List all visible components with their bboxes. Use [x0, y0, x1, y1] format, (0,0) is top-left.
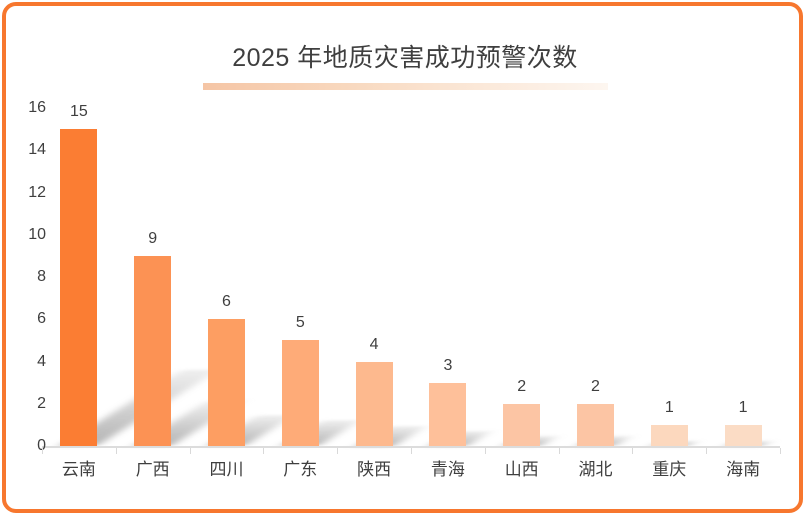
y-tick-label: 16 — [28, 99, 46, 116]
y-tick-label: 4 — [37, 352, 46, 370]
bar-value-label: 2 — [591, 377, 600, 395]
bar-value-label: 2 — [517, 377, 527, 395]
bar — [577, 403, 614, 446]
axis-tick — [558, 448, 560, 454]
axis-tick — [189, 448, 191, 454]
y-tick-label: 12 — [28, 183, 46, 201]
bar-value-label: 4 — [369, 335, 379, 353]
bar-value-label: 9 — [148, 229, 158, 247]
axis-tick — [42, 448, 43, 454]
axis-tick — [484, 448, 486, 454]
x-tick-label: 湖北 — [578, 460, 613, 479]
bar-value-label: 6 — [222, 293, 231, 311]
y-tick-label: 8 — [37, 268, 46, 285]
y-tick-label: 0 — [37, 437, 46, 454]
bar — [60, 129, 98, 446]
bar — [650, 424, 688, 446]
x-axis-line — [42, 446, 780, 448]
bar-value-label: 1 — [664, 398, 674, 416]
axis-tick — [115, 448, 117, 454]
y-tick-label: 10 — [28, 225, 46, 243]
chart-title: 2025 年地质灾害成功预警次数 — [232, 44, 578, 72]
bar-value-label: 3 — [443, 356, 453, 374]
y-tick-label: 14 — [28, 141, 46, 159]
axis-tick — [337, 448, 339, 454]
x-tick-label: 广西 — [135, 460, 170, 479]
bar-value-label: 15 — [69, 103, 88, 121]
bar — [281, 340, 319, 446]
bar — [355, 361, 393, 446]
bar-value-label: 5 — [295, 314, 305, 332]
x-tick-label: 青海 — [430, 460, 465, 479]
y-tick-label: 2 — [37, 394, 46, 412]
axis-tick — [632, 448, 634, 454]
bar — [724, 424, 762, 446]
bar — [503, 403, 541, 446]
x-tick-label: 广东 — [283, 460, 318, 479]
axis-tick — [263, 448, 265, 454]
x-tick-label: 云南 — [61, 460, 96, 479]
y-tick-label: 6 — [37, 310, 46, 328]
axis-tick — [706, 448, 708, 454]
title-underline-decoration — [203, 83, 608, 90]
x-tick-label: 山西 — [504, 460, 539, 479]
axis-tick — [411, 448, 412, 454]
x-tick-label: 陕西 — [357, 460, 392, 479]
x-tick-label: 重庆 — [652, 460, 687, 479]
bar — [134, 255, 172, 446]
bar-value-label: 1 — [738, 398, 748, 416]
bar — [208, 319, 245, 446]
bar — [429, 382, 467, 446]
x-tick-label: 四川 — [209, 460, 244, 479]
x-tick-label: 海南 — [726, 460, 761, 479]
axis-tick — [780, 448, 781, 454]
